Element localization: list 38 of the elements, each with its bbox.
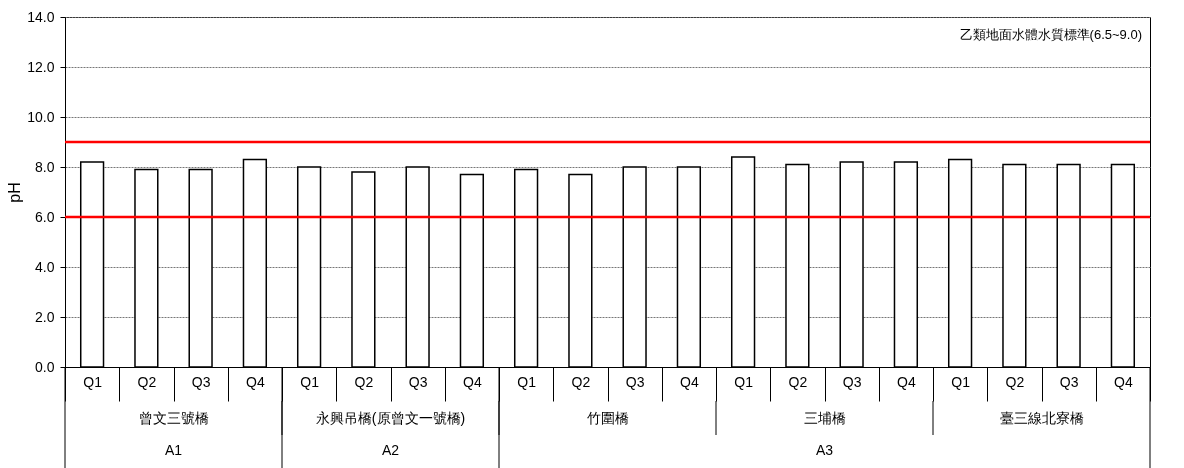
text: 竹圍橋 xyxy=(586,410,629,426)
x-tick-label: Q3 xyxy=(408,373,428,390)
x-tick-label: Q2 xyxy=(1005,373,1025,390)
x-tick-label: Q4 xyxy=(897,373,916,390)
text: 曾文三號橋 xyxy=(138,410,209,426)
y-axis-title: pH xyxy=(6,182,24,203)
y-tick-label: 12.0 xyxy=(27,58,55,75)
x-tick-label: Q2 xyxy=(354,373,374,390)
x-tick-label: Q2 xyxy=(571,373,591,390)
text: 臺三線北寮橋 xyxy=(999,410,1084,426)
y-tick-label: 2.0 xyxy=(35,308,55,325)
text: A1 xyxy=(164,442,183,458)
x-tick-label: Q4 xyxy=(246,373,265,390)
text: 三埔橋 xyxy=(803,410,846,426)
x-tick-label: Q1 xyxy=(83,373,103,390)
y-tick-label: 0.0 xyxy=(35,358,55,375)
y-tick-label: 8.0 xyxy=(35,158,55,175)
y-tick-label: 14.0 xyxy=(27,8,55,25)
x-tick-label: Q2 xyxy=(788,373,808,390)
text: A2 xyxy=(381,442,400,458)
x-tick-label: Q4 xyxy=(1114,373,1133,390)
x-tick-label: Q1 xyxy=(517,373,537,390)
annotation: 乙類地面水體水質標準(6.5~9.0) xyxy=(959,27,1142,42)
text: A3 xyxy=(815,442,834,458)
x-tick-label: Q2 xyxy=(137,373,157,390)
y-tick-label: 4.0 xyxy=(35,258,55,275)
x-tick-label: Q3 xyxy=(191,373,211,390)
x-tick-label: Q1 xyxy=(951,373,971,390)
x-tick-label: Q1 xyxy=(300,373,320,390)
y-tick-label: 10.0 xyxy=(27,108,55,125)
x-tick-label: Q3 xyxy=(842,373,862,390)
x-tick-label: Q4 xyxy=(680,373,699,390)
x-tick-label: Q1 xyxy=(734,373,754,390)
x-tick-label: Q4 xyxy=(463,373,482,390)
x-tick-label: Q3 xyxy=(625,373,645,390)
y-tick-label: 6.0 xyxy=(35,208,55,225)
text: 永興吊橋(原曾文一號橋) xyxy=(315,410,466,426)
x-tick-label: Q3 xyxy=(1059,373,1079,390)
